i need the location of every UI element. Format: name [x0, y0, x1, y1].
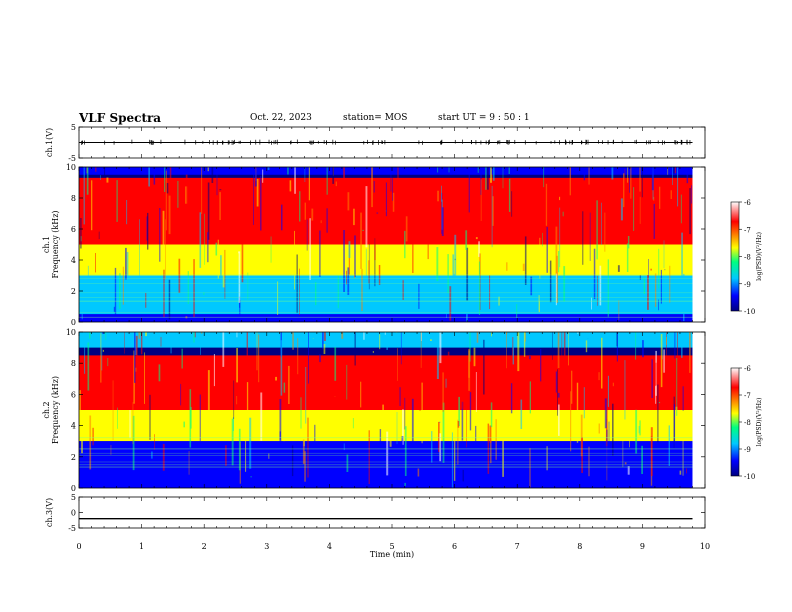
- x-tick-label: 6: [452, 542, 457, 551]
- ch2-spectrogram-ytick: 4: [71, 422, 76, 431]
- ch1-spectrogram-texture: [79, 167, 693, 322]
- ch1-spectrogram-colorbar-tick: -9: [744, 281, 751, 289]
- ch1-spectrogram-ytick: 2: [71, 287, 76, 296]
- ch2-spectrogram-ytick: 0: [71, 484, 76, 493]
- x-tick-label: 2: [202, 542, 207, 551]
- chart-title: VLF Spectra: [79, 111, 162, 125]
- ch1-spectrogram-ytick: 6: [71, 225, 76, 234]
- x-tick-label: 7: [515, 542, 520, 551]
- x-tick-label: 0: [76, 542, 81, 551]
- ch1-waveform-spikes: [81, 139, 691, 145]
- x-tick-label: 9: [640, 542, 645, 551]
- header-start-time: start UT = 9 : 50 : 1: [438, 113, 530, 123]
- ch3-waveform-ytick: 5: [71, 493, 76, 502]
- ch1-spectrogram-colorbar-tick: -7: [744, 226, 751, 234]
- ch2-spectrogram-ytick: 8: [71, 359, 76, 368]
- ch2-spectrogram-colorbar-label: log(PSD)(V²/Hz): [756, 398, 763, 447]
- ch2-spectrogram-ytick: 10: [66, 328, 76, 337]
- x-tick-label: 5: [389, 542, 394, 551]
- ch2-spectrogram-colorbar-tick: -9: [744, 446, 751, 454]
- ch1-spectrogram-colorbar-label: log(PSD)(V²/Hz): [756, 232, 763, 281]
- ch3-waveform-ylabel: ch.3(V): [45, 498, 54, 527]
- ch1-spectrogram-empty: [692, 167, 705, 322]
- ch1-spectrogram-colorbar-tick: -10: [744, 308, 755, 316]
- ch1-spectrogram-ytick: 10: [66, 163, 76, 172]
- x-tick-label: 4: [327, 542, 332, 551]
- ch1-spectrogram-colorbar-tick: -6: [744, 199, 751, 207]
- ch2-spectrogram-texture: [79, 332, 693, 488]
- ch1-spectrogram-ytick: 8: [71, 194, 76, 203]
- ch1-spectrogram-band-3: [79, 275, 693, 315]
- x-tick-label: 3: [264, 542, 269, 551]
- header-date: Oct. 22, 2023: [250, 113, 312, 123]
- ch1-spectrogram-colorbar: [730, 201, 740, 312]
- ch1-waveform-ytick: -5: [68, 154, 76, 163]
- x-tick-label: 1: [139, 542, 144, 551]
- ch2-spectrogram-band-0: [79, 332, 693, 348]
- ch3-waveform-ytick: 0: [71, 509, 76, 518]
- ch2-spectrogram-ylabel: ch.2: [42, 401, 51, 418]
- header-station: station= MOS: [343, 113, 408, 123]
- ch2-spectrogram-ylabel: Frequency (kHz): [51, 376, 60, 444]
- ch1-spectrogram-ylabel: Frequency (kHz): [51, 210, 60, 278]
- ch2-spectrogram-colorbar-tick: -8: [744, 419, 751, 427]
- x-tick-label: 10: [700, 542, 710, 551]
- ch1-spectrogram-ytick: 4: [71, 256, 76, 265]
- x-tick-label: 8: [577, 542, 582, 551]
- ch3-waveform-frame: [78, 496, 706, 529]
- ch1-spectrogram-ylabel: ch.1: [42, 236, 51, 253]
- ch2-spectrogram-colorbar-tick: -10: [744, 473, 755, 481]
- ch1-spectrogram-band-4: [79, 314, 693, 322]
- ch2-spectrogram-empty: [692, 332, 705, 488]
- ch1-waveform-ylabel: ch.1(V): [45, 128, 54, 157]
- ch2-spectrogram-band-2: [79, 410, 693, 442]
- x-axis-label: Time (min): [370, 550, 414, 559]
- ch1-spectrogram-band-0: [79, 167, 693, 175]
- ch1-spectrogram-colorbar-tick: -8: [744, 254, 751, 262]
- ch2-spectrogram-ytick: 6: [71, 390, 76, 399]
- ch2-spectrogram-colorbar: [730, 367, 740, 477]
- ch1-waveform-ytick: 5: [71, 123, 76, 132]
- ch3-waveform-ytick: -5: [68, 524, 76, 533]
- ch1-spectrogram-ytick: 0: [71, 318, 76, 327]
- ch2-spectrogram-band-1: [79, 355, 693, 410]
- ch2-spectrogram-colorbar-tick: -6: [744, 365, 751, 373]
- ch2-spectrogram-colorbar-tick: -7: [744, 392, 751, 400]
- ch2-spectrogram-ytick: 2: [71, 453, 76, 462]
